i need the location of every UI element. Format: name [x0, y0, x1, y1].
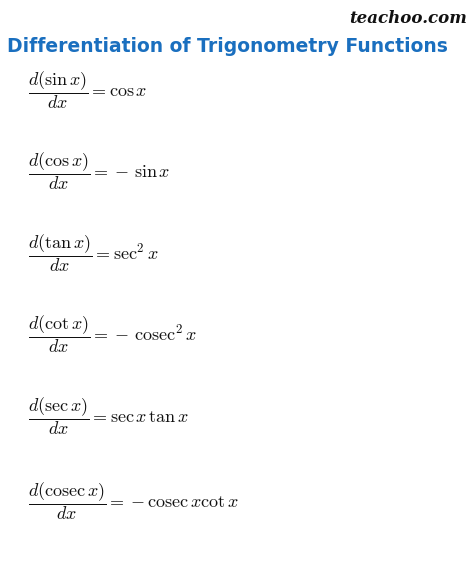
Text: $\dfrac{d(\cot x)}{dx} = -\,\mathrm{cosec}^{2}\, x$: $\dfrac{d(\cot x)}{dx} = -\,\mathrm{cose…	[28, 314, 197, 355]
Text: $\dfrac{d(\mathrm{cosec}\, x)}{dx} = -\mathrm{cosec}\, x\cot x$: $\dfrac{d(\mathrm{cosec}\, x)}{dx} = -\m…	[28, 481, 239, 522]
Text: $\dfrac{d(\cos x)}{dx} = -\,\sin x$: $\dfrac{d(\cos x)}{dx} = -\,\sin x$	[28, 151, 171, 192]
Text: $\dfrac{d(\sin x)}{dx} = \cos x$: $\dfrac{d(\sin x)}{dx} = \cos x$	[28, 69, 148, 111]
Text: Differentiation of Trigonometry Functions: Differentiation of Trigonometry Function…	[7, 37, 448, 56]
Text: teachoo.com: teachoo.com	[349, 10, 467, 26]
Text: $\dfrac{d(\sec x)}{dx} = \sec x\,\tan x$: $\dfrac{d(\sec x)}{dx} = \sec x\,\tan x$	[28, 395, 190, 437]
Text: $\dfrac{d(\tan x)}{dx} = \sec^{2} x$: $\dfrac{d(\tan x)}{dx} = \sec^{2} x$	[28, 232, 159, 274]
